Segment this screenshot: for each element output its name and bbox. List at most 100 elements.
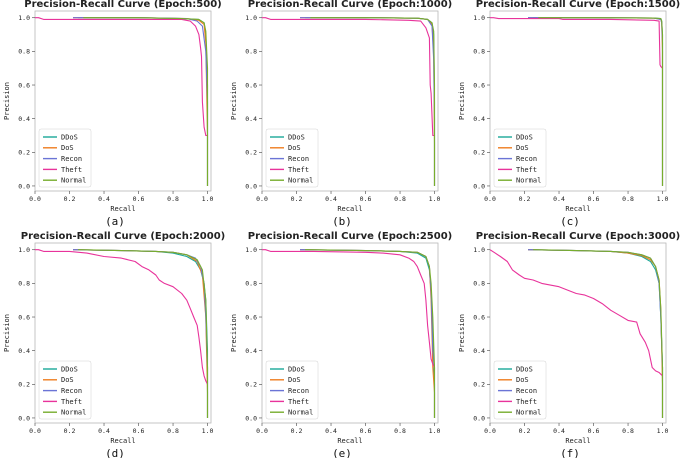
chart-title: Precision-Recall Curve (Epoch:500) [24, 0, 222, 10]
x-tick-label: 1.0 [202, 195, 214, 203]
x-tick-label: 0.2 [64, 427, 76, 435]
y-tick-label: 0.2 [245, 381, 257, 389]
chart-panel-5: Precision-Recall Curve (Epoch:2500) 0.0 0.… [230, 231, 452, 458]
y-tick-label: 1.0 [18, 14, 30, 22]
x-tick-label: 0.4 [553, 427, 565, 435]
y-tick-label: 0.0 [245, 182, 257, 190]
legend-label-dos: DoS [516, 144, 529, 152]
series-line-normal [78, 249, 209, 418]
series-line-theft [35, 249, 208, 385]
panel-caption: (a) [105, 215, 125, 228]
legend-label-ddos: DDoS [288, 365, 305, 373]
legend-label-theft: Theft [516, 166, 537, 174]
y-tick-label: 0.0 [245, 414, 257, 422]
legend-label-theft: Theft [61, 166, 82, 174]
x-tick-label: 1.0 [657, 427, 669, 435]
series-line-normal [533, 249, 664, 418]
x-tick-label: 0.8 [622, 195, 634, 203]
x-tick-label: 0.4 [325, 195, 337, 203]
x-tick-label: 1.0 [657, 195, 669, 203]
y-tick-label: 1.0 [473, 246, 485, 254]
x-tick-label: 0.4 [553, 195, 565, 203]
legend-box [265, 128, 319, 188]
legend-label-normal: Normal [288, 177, 313, 185]
y-tick-label: 0.6 [473, 81, 485, 89]
legend-label-normal: Normal [516, 409, 541, 417]
x-axis-label: Recall [565, 437, 590, 445]
x-tick-label: 0.2 [291, 195, 303, 203]
chart-panel-1: Precision-Recall Curve (Epoch:500) 0.0 0.2… [3, 0, 222, 228]
legend-label-recon: Recon [288, 155, 309, 163]
legend-label-recon: Recon [516, 387, 537, 395]
legend-label-dos: DoS [61, 144, 74, 152]
y-axis-label: Precision [230, 82, 238, 120]
x-tick-label: 0.0 [256, 427, 268, 435]
x-tick-label: 0.8 [394, 427, 406, 435]
x-tick-label: 0.4 [98, 427, 110, 435]
series-line-normal [310, 17, 436, 186]
legend-label-theft: Theft [288, 398, 309, 406]
y-tick-label: 0.8 [245, 48, 257, 56]
chart-panel-6: Precision-Recall Curve (Epoch:3000) 0.0 0.… [458, 231, 680, 458]
x-tick-label: 0.8 [394, 195, 406, 203]
series-line-normal [538, 17, 664, 186]
x-tick-label: 0.2 [519, 195, 531, 203]
y-tick-label: 0.6 [473, 313, 485, 321]
panel-caption: (c) [560, 215, 580, 228]
series-line-theft [262, 17, 435, 137]
series-line-theft [262, 249, 435, 368]
x-tick-label: 0.0 [256, 195, 268, 203]
x-tick-label: 0.6 [360, 427, 372, 435]
x-tick-label: 0.6 [360, 195, 372, 203]
x-tick-label: 0.2 [519, 427, 531, 435]
legend-label-dos: DoS [288, 376, 301, 384]
y-tick-label: 1.0 [473, 14, 485, 22]
series-line-normal [305, 249, 436, 418]
legend-label-normal: Normal [516, 177, 541, 185]
legend-label-theft: Theft [61, 398, 82, 406]
legend-label-recon: Recon [288, 387, 309, 395]
y-tick-label: 0.4 [18, 347, 30, 355]
legend-label-ddos: DDoS [61, 365, 78, 373]
x-tick-label: 0.8 [167, 195, 179, 203]
chart-panel-3: Precision-Recall Curve (Epoch:1500) 0.0 0.… [458, 0, 680, 228]
legend-label-ddos: DDoS [516, 365, 533, 373]
legend-label-recon: Recon [61, 387, 82, 395]
y-tick-label: 0.2 [18, 381, 30, 389]
y-tick-label: 0.4 [245, 347, 257, 355]
x-tick-label: 1.0 [202, 427, 214, 435]
legend-label-recon: Recon [516, 155, 537, 163]
y-tick-label: 0.2 [18, 149, 30, 157]
legend-label-recon: Recon [61, 155, 82, 163]
y-tick-label: 0.2 [473, 381, 485, 389]
y-axis-label: Precision [230, 314, 238, 352]
x-tick-label: 0.6 [588, 195, 600, 203]
chart-title: Precision-Recall Curve (Epoch:3000) [476, 231, 680, 242]
x-tick-label: 0.2 [64, 195, 76, 203]
legend-label-ddos: DDoS [61, 133, 78, 141]
series-line-theft [35, 17, 208, 137]
y-tick-label: 0.4 [473, 347, 485, 355]
legend-label-theft: Theft [288, 166, 309, 174]
legend-box [493, 360, 547, 420]
chart-panel-2: Precision-Recall Curve (Epoch:1000) 0.0 0.… [230, 0, 452, 228]
x-tick-label: 0.6 [588, 427, 600, 435]
x-axis-label: Recall [337, 205, 362, 213]
x-tick-label: 0.0 [29, 427, 41, 435]
y-tick-label: 1.0 [245, 14, 257, 22]
x-tick-label: 0.0 [29, 195, 41, 203]
y-tick-label: 0.0 [473, 414, 485, 422]
panel-caption: (d) [105, 447, 125, 458]
chart-title: Precision-Recall Curve (Epoch:1500) [476, 0, 680, 10]
series-line-normal [83, 17, 209, 186]
legend-box [265, 360, 319, 420]
legend-label-normal: Normal [61, 177, 86, 185]
x-tick-label: 0.8 [167, 427, 179, 435]
y-tick-label: 0.4 [18, 115, 30, 123]
legend-label-ddos: DDoS [288, 133, 305, 141]
y-tick-label: 0.8 [18, 48, 30, 56]
legend-label-normal: Normal [61, 409, 86, 417]
panel-caption: (b) [332, 215, 352, 228]
y-tick-label: 0.6 [245, 81, 257, 89]
